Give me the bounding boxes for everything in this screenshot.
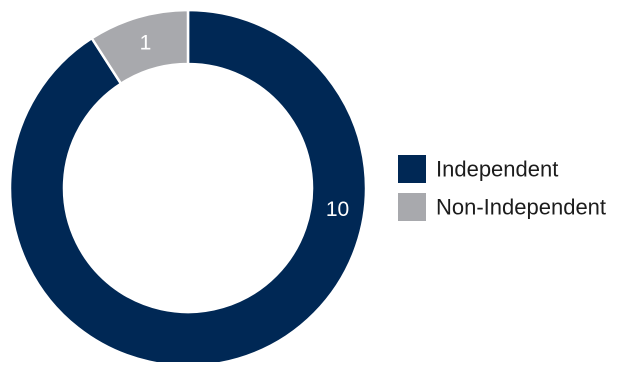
- slice-non-independent: [90, 8, 190, 85]
- legend-label-non-independent: Non-Independent: [436, 195, 606, 220]
- slice-independent: [8, 8, 368, 367]
- chart-slices: [8, 8, 368, 367]
- legend-swatch-independent: [398, 155, 426, 183]
- data-label-non-independent: 1: [140, 32, 152, 55]
- data-label-independent: 10: [326, 198, 349, 221]
- chart-legend: Independent Non-Independent: [398, 155, 606, 221]
- legend-swatch-non-independent: [398, 193, 426, 221]
- chart-data-labels: 10 1: [140, 32, 350, 221]
- legend-label-independent: Independent: [436, 157, 558, 182]
